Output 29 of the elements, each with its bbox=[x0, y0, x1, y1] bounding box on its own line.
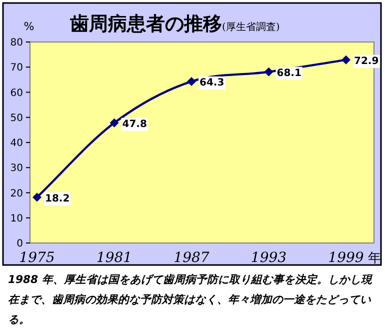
x-tick-label: 1999 bbox=[328, 250, 364, 266]
y-tick-label: 40 bbox=[10, 138, 23, 149]
x-tick-label: 1975 bbox=[19, 250, 55, 266]
x-tick-label: 1987 bbox=[174, 250, 210, 266]
data-label: 68.1 bbox=[276, 68, 302, 79]
y-tick-label: 30 bbox=[10, 163, 23, 174]
y-tick-label: 70 bbox=[10, 62, 23, 74]
x-tick-label: 1993 bbox=[250, 250, 287, 266]
data-label: 64.3 bbox=[200, 77, 224, 88]
text: 1988 年、厚生省は国をあげて歯周病予防に取り組む事を決定。しかし現在まで、歯周病の効果的な予防対策はなく、年々増加の一途をたどっている。 bbox=[8, 272, 374, 328]
point bbox=[32, 192, 42, 202]
point bbox=[342, 55, 350, 64]
x-tick-label: 1981 bbox=[96, 250, 132, 266]
point bbox=[264, 67, 274, 76]
y-tick-label: 0 bbox=[16, 238, 23, 250]
point bbox=[110, 118, 119, 128]
y-tick-label: 60 bbox=[10, 88, 23, 99]
data-label: 47.8 bbox=[122, 118, 147, 130]
data-label: 18.2 bbox=[45, 193, 70, 204]
chart-subtitle: (厚生省調査) bbox=[222, 21, 280, 33]
y-tick-label: 20 bbox=[10, 188, 23, 200]
point bbox=[187, 76, 196, 86]
data-label: 72.9 bbox=[354, 56, 379, 67]
y-tick-label: 50 bbox=[10, 112, 23, 124]
y-tick-label: 80 bbox=[10, 38, 23, 48]
y-tick-label: 10 bbox=[10, 213, 23, 224]
x-axis-title: 年 bbox=[368, 251, 381, 266]
chart-title: 歯周病患者の推移 bbox=[69, 13, 222, 35]
y-axis-title: % bbox=[24, 20, 34, 33]
